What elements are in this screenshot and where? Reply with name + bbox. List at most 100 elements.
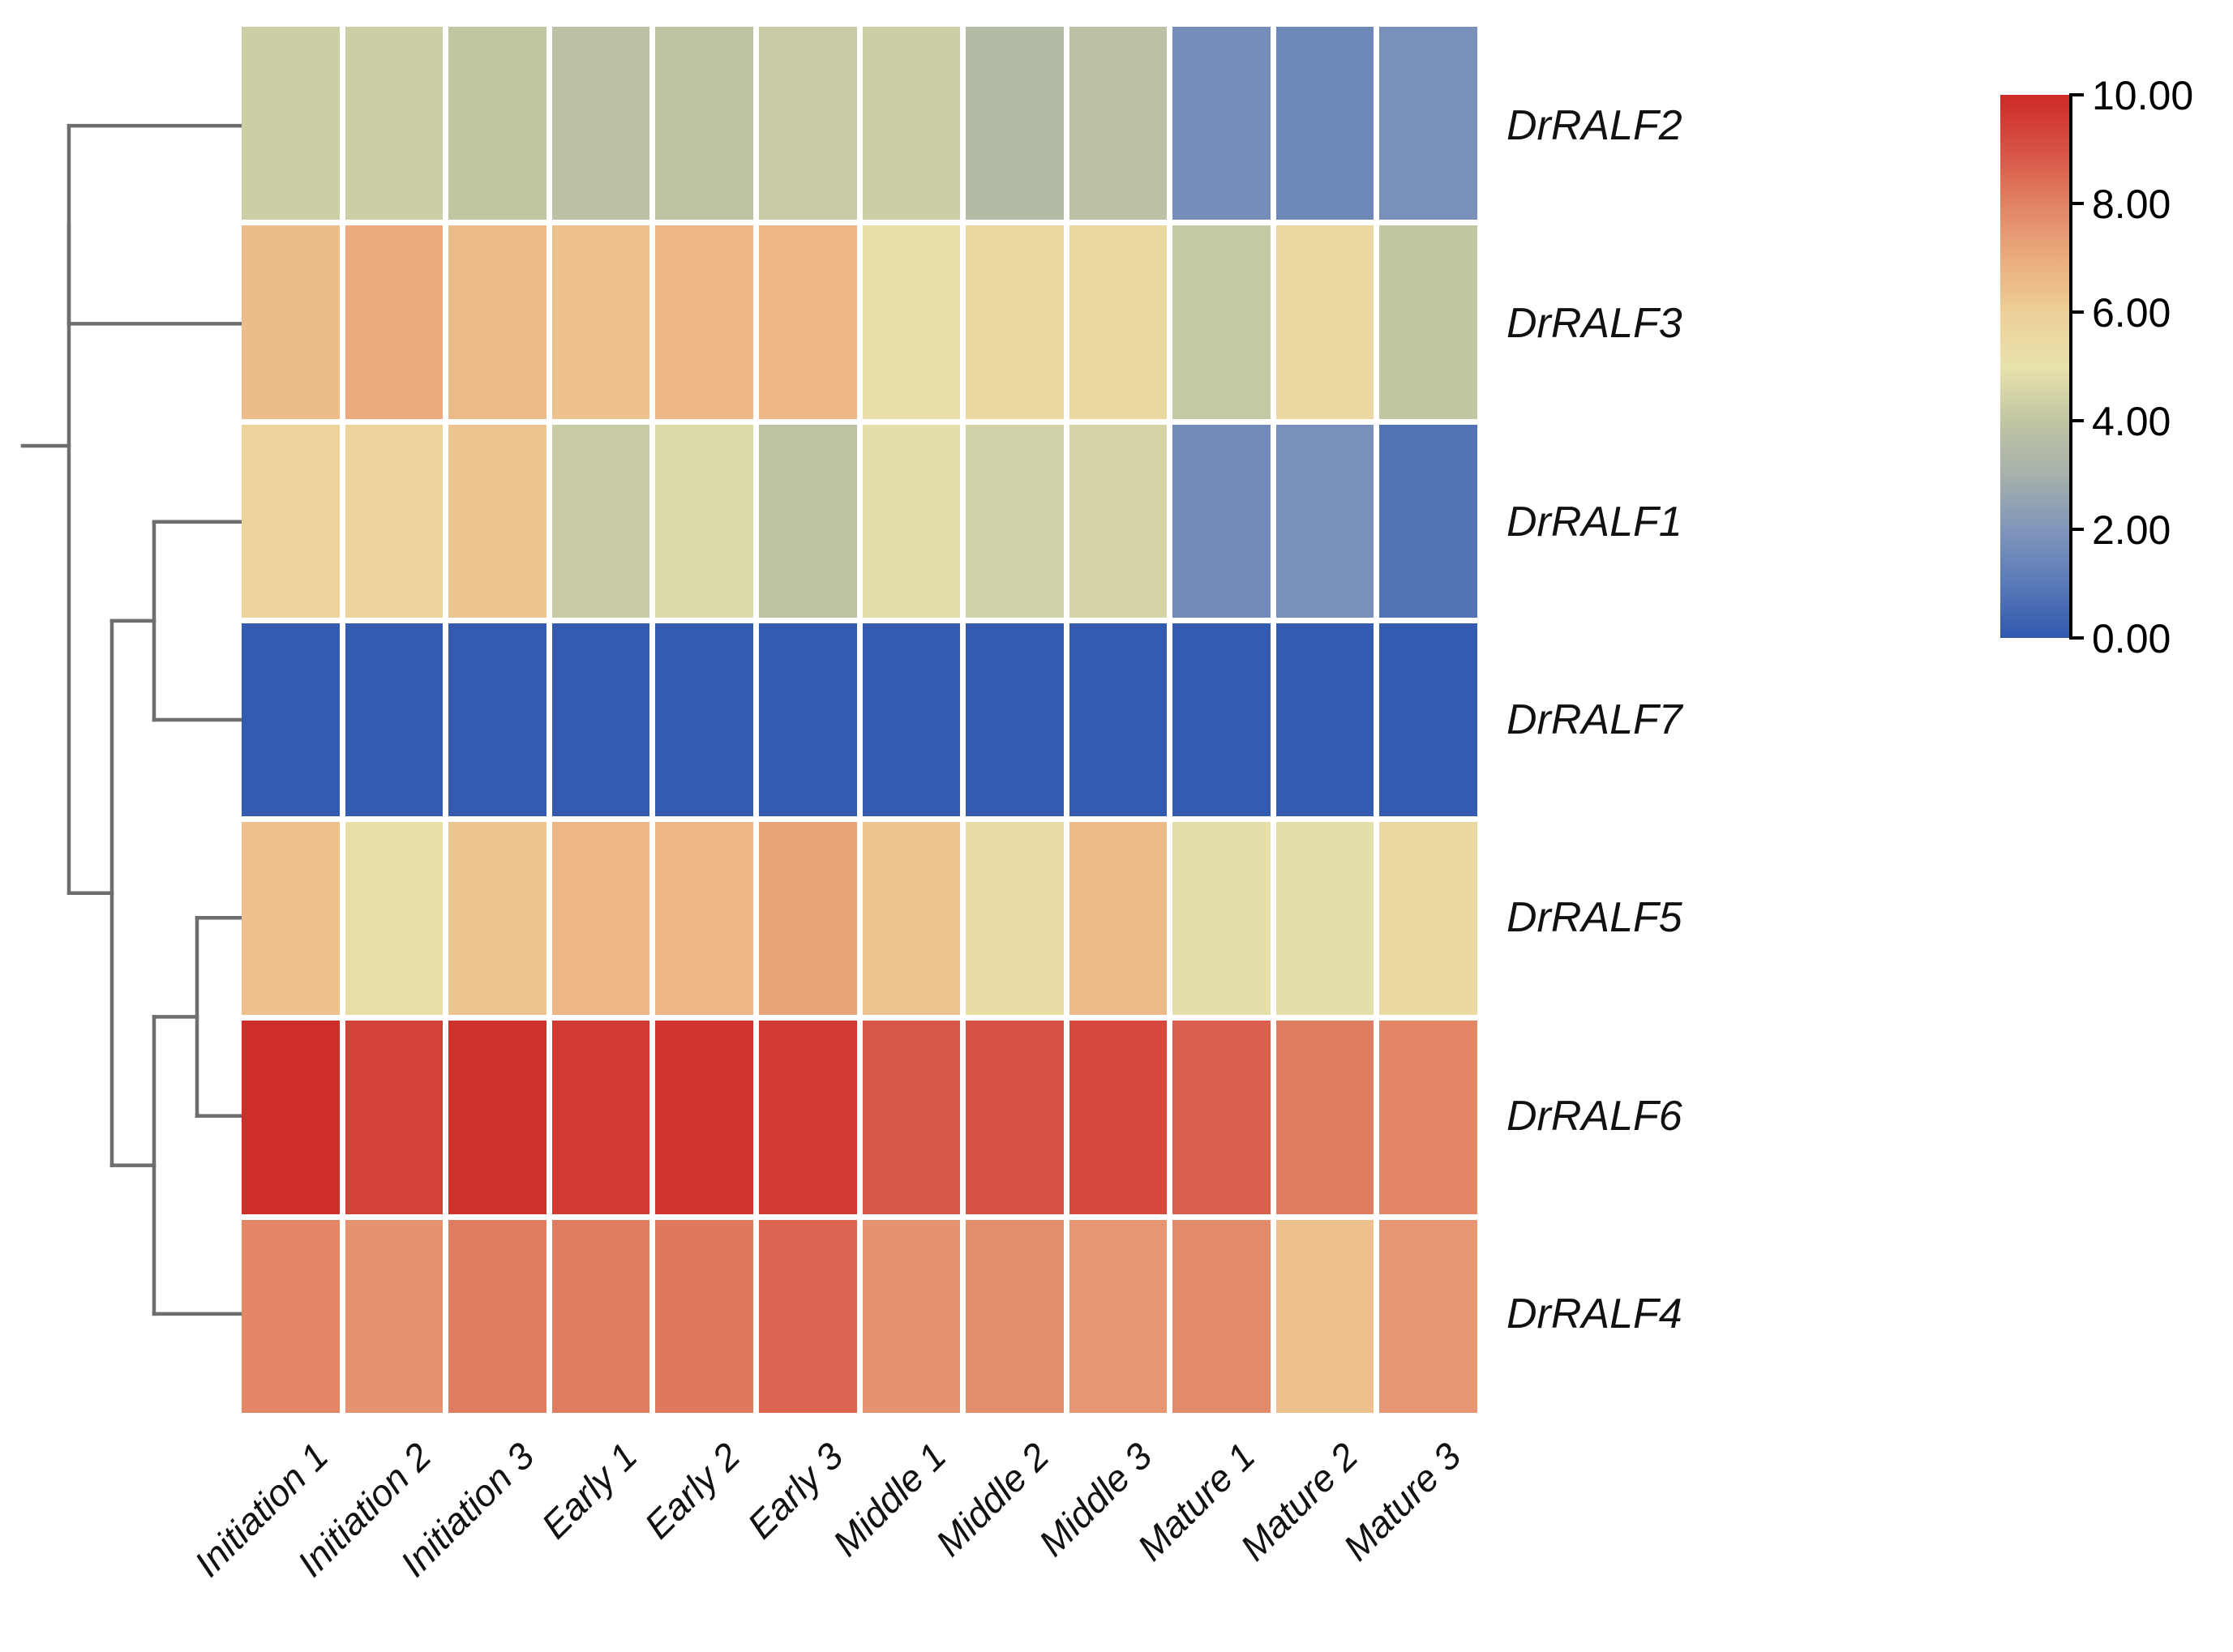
colorbar-tick-label: 0.00 [2092,616,2171,661]
heatmap-cell [1275,822,1374,1016]
heatmap-cell [655,424,753,618]
heatmap-cell [1275,225,1374,419]
heatmap-cell [655,623,753,817]
heatmap-cell [1172,424,1271,618]
heatmap-cell [551,822,650,1016]
heatmap-cell [448,27,546,220]
heatmap-cell [345,225,444,419]
heatmap-cell [551,623,650,817]
heatmap-cell [551,424,650,618]
colorbar-tick [2069,93,2084,96]
heatmap-cell [862,424,961,618]
heatmap-cell [1172,1219,1271,1413]
heatmap-cell [1069,1219,1168,1413]
heatmap-cell [1379,1021,1477,1214]
heatmap-cell [1379,225,1477,419]
heatmap-cell [345,424,444,618]
heatmap-cell [655,1219,753,1413]
heatmap-cell [242,424,340,618]
heatmap-cell [1172,225,1271,419]
heatmap-cell [448,1219,546,1413]
row-label: DrRALF7 [1507,696,1682,743]
heatmap-cell [551,225,650,419]
heatmap-cell [1172,1021,1271,1214]
heatmap-cell [1379,424,1477,618]
heatmap-cell [1069,822,1168,1016]
heatmap-cell [1379,623,1477,817]
heatmap-cell [345,822,444,1016]
heatmap-cell [1379,822,1477,1016]
heatmap-cell [1172,623,1271,817]
heatmap-cell [242,27,340,220]
heatmap-cell [758,822,857,1016]
heatmap-cell [862,225,961,419]
heatmap-cell [862,1219,961,1413]
heatmap-cell [551,1021,650,1214]
heatmap-cell [1069,225,1168,419]
heatmap-cell [1069,1021,1168,1214]
heatmap-cell [345,27,444,220]
heatmap-cell [345,1219,444,1413]
heatmap-cell [242,1021,340,1214]
heatmap-cell [1069,424,1168,618]
heatmap-cell [1069,623,1168,817]
heatmap-cell [862,822,961,1016]
heatmap-cell [655,225,753,419]
heatmap-cell [551,27,650,220]
row-dendrogram [20,123,244,1316]
heatmap-cell [551,1219,650,1413]
heatmap-cell [655,1021,753,1214]
heatmap-cell [1379,1219,1477,1413]
colorbar-tick-label: 10.00 [2092,73,2194,118]
colorbar-tick [2069,636,2084,640]
heatmap-cell [1172,822,1271,1016]
heatmap-cell [966,225,1064,419]
row-label: DrRALF3 [1507,300,1682,348]
heatmap-cell [758,225,857,419]
heatmap-cell [448,623,546,817]
heatmap-cell [448,225,546,419]
colorbar-tick [2069,528,2084,531]
colorbar-tick-label: 2.00 [2092,507,2171,553]
heatmap-cell [448,1021,546,1214]
row-label: DrRALF4 [1507,1290,1682,1337]
row-label: DrRALF2 [1507,102,1682,150]
heatmap-cell [1275,27,1374,220]
row-label: DrRALF5 [1507,894,1682,942]
row-label: DrRALF6 [1507,1092,1682,1140]
heatmap-cell [1069,27,1168,220]
heatmap-cell [966,424,1064,618]
heatmap-cell [345,1021,444,1214]
row-label: DrRALF1 [1507,498,1682,546]
heatmap-cell [966,1219,1064,1413]
heatmap-cell [966,822,1064,1016]
heatmap-cell [1275,424,1374,618]
heatmap-cell [862,1021,961,1214]
heatmap-cell [345,623,444,817]
colorbar-tick-label: 6.00 [2092,290,2171,336]
heatmap-cell [862,623,961,817]
heatmap-cell [966,623,1064,817]
column-label: Initiation 1 [186,1434,336,1585]
heatmap-cell [862,27,961,220]
heatmap-cell [242,623,340,817]
heatmap-cell [448,424,546,618]
heatmap-cell [242,822,340,1016]
colorbar-tick [2069,419,2084,422]
heatmap-cell [966,27,1064,220]
colorbar-tick [2069,202,2084,205]
heatmap-cell [1275,1021,1374,1214]
heatmap-cell [1379,27,1477,220]
heatmap-cell [242,225,340,419]
heatmap-cell [1275,623,1374,817]
heatmap-cell [1275,1219,1374,1413]
colorbar-tick [2069,310,2084,314]
heatmap-cell [758,623,857,817]
heatmap-cell [242,1219,340,1413]
heatmap-cell [758,424,857,618]
heatmap-cell [655,27,753,220]
heatmap-cell [655,822,753,1016]
colorbar-gradient [2000,95,2072,638]
heatmap-cell [1172,27,1271,220]
